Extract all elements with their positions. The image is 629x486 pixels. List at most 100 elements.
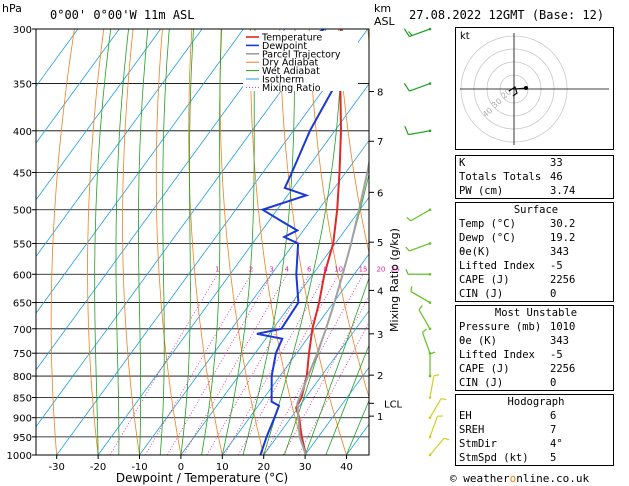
wind-barb-staff [429,375,435,398]
isotherm-line [36,29,162,201]
isotherm-line [36,29,327,428]
isotherm-line [36,29,286,371]
x-tick-label: -10 [131,462,147,473]
wind-barb-staff [429,398,442,419]
wind-barb-flag [410,286,413,292]
isotherm-line [97,83,369,455]
dry-adiabat-line [249,29,306,455]
pressure-tick-label: 900 [13,414,32,425]
hodo-row: SREH 7 [459,424,557,436]
mixing-ratio-line [298,321,369,455]
wind-barb-base [428,374,432,378]
indices-table: K 33 Totals Totals 46 PW (cm) 3.74 [455,155,614,199]
mu-row: Lifted Index -5 [459,349,563,361]
pressure-tick-label: 700 [13,325,32,336]
wind-barb-flag [418,305,423,311]
wind-barb-base [428,208,432,212]
pressure-tick-label: 800 [13,372,32,383]
wet-adiabat-line [138,29,149,455]
wind-barb-base [428,416,432,420]
surface-table: Surface Temp (°C) 30.2 Dewp (°C) 19.2 θe(K… [455,202,614,302]
wind-barb-flag [404,125,409,135]
wet-adiabat-line [94,29,112,455]
km-tick-label: LCL [384,399,403,410]
km-tick-label: 8 [377,88,383,99]
mixing-ratio-line [224,274,326,455]
isotherm-line [221,253,369,455]
parcel-trajectory-line [296,158,369,455]
pressure-tick-label: 350 [13,80,32,91]
wet-adiabat-line [242,29,296,455]
mixing-ratio-label: 20 [376,265,385,273]
wind-barb-flag [422,328,427,333]
wind-barb-staff [421,332,431,354]
mu-row: θe (K) 343 [459,335,569,347]
mixing-ratio-line [263,274,364,455]
km-tick-label: 5 [377,238,383,249]
mixing-ratio-line [183,274,288,455]
isotherm-line [263,310,369,455]
wind-barb-staff [409,242,431,252]
km-label: km [374,2,391,15]
x-tick-label: 30 [299,462,312,473]
wet-adiabat-line [115,29,129,455]
x-tick-label: -20 [90,462,106,473]
km-tick-label: 3 [377,330,383,341]
legend-label: Temperature [261,33,322,44]
dry-adiabat-line [279,29,347,455]
most-unstable-title: Most Unstable [494,307,578,319]
wind-barb-staff [429,437,445,456]
mixing-ratio-axis-title: Mixing Ratio (g/kg) [388,228,401,332]
wind-barb-staff [418,309,431,330]
mixing-ratio-line [206,274,310,455]
mixing-ratio-label: 4 [285,265,290,273]
wet-adiabat-line [221,29,256,455]
mixing-ratio-label: 1 [215,265,219,273]
wind-barb-flag [408,31,413,36]
wet-adiabat-line [304,276,369,455]
wind-barb-base [428,453,432,457]
surface-title: Surface [513,204,559,216]
wet-adiabat-line [201,29,222,455]
wet-adiabat-line [159,29,170,455]
dry-adiabat-line [50,29,75,455]
wind-barb-staff [410,291,431,304]
wind-barb-staff [408,130,431,136]
mixing-ratio-label: 25 [391,265,400,273]
dry-adiabat-line [219,29,265,455]
hodograph-trace [508,86,518,97]
legend-label: Parcel Trajectory [262,49,341,60]
isotherm-line [304,366,369,455]
dry-adiabat-line [338,29,369,255]
isotherm-line [56,29,369,455]
legend-box [243,31,358,91]
surface-row: CAPE (J) 2256 [459,274,576,286]
km-tick-label: 4 [377,286,383,297]
x-tick-label: 40 [340,462,353,473]
wind-barb-base [428,327,432,331]
legend-label: Dry Adiabat [262,58,319,69]
storm-motion-arrow [513,87,527,90]
hodograph-table-title: Hodograph [507,396,565,408]
pressure-tick-label: 950 [13,433,32,444]
km-tick-label: 2 [377,371,383,382]
surface-row: θe(K) 343 [459,246,569,258]
asl-label: ASL [374,15,396,28]
km-tick-label: 6 [377,188,383,199]
isotherm-line [36,29,79,88]
pressure-tick-label: 550 [13,239,32,250]
wind-barb-flag [405,269,409,275]
dry-adiabat-line [87,29,105,455]
mixing-ratio-label: 10 [334,265,343,273]
legend-label: Isotherm [262,75,304,86]
location-label: 0°00' 0°00'W 11m ASL [50,8,195,22]
isotherm-line [36,29,203,258]
km-tick-label: 1 [377,412,383,423]
pressure-tick-label: 450 [13,168,32,179]
pressure-tick-label: 650 [13,299,32,310]
isotherm-line [36,29,120,144]
dry-adiabat-line [188,29,223,455]
isotherm-line [36,29,244,314]
mixing-ratio-label: 3 [269,265,273,273]
